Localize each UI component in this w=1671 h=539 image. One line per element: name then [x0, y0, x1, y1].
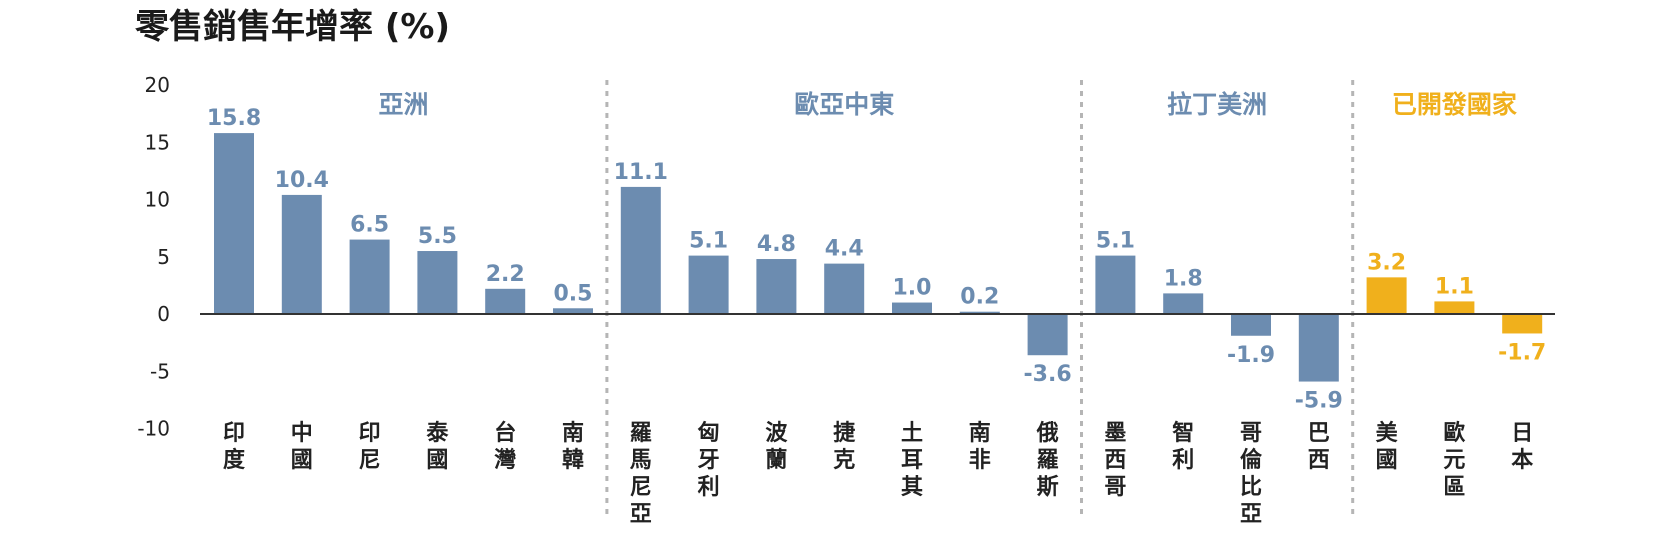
data-label: 11.1 — [614, 160, 668, 185]
bar — [1434, 301, 1475, 314]
category-label: 匈牙利 — [698, 421, 720, 500]
data-label: 6.5 — [350, 213, 389, 238]
category-label: 日本 — [1511, 421, 1533, 473]
category-label: 智利 — [1172, 420, 1194, 473]
bar — [485, 288, 526, 314]
category-label: 哥倫比亞 — [1240, 421, 1263, 527]
bar — [1163, 293, 1204, 314]
bar — [214, 133, 254, 314]
category-label: 墨西哥 — [1104, 421, 1126, 500]
y-tick-label: 20 — [145, 73, 170, 97]
group-label: 亞洲 — [378, 90, 428, 119]
value-labels: 15.8 10.4 6.5 5.5 2.2 0.5 11.1 5.1 4.8 4.4 1.0 0.2 -… — [207, 106, 1546, 413]
bar — [620, 186, 661, 314]
y-axis: 20 15 10 5 0 -5 -10 — [137, 73, 170, 441]
data-label: 1.1 — [1435, 274, 1474, 299]
y-tick-label: -5 — [150, 359, 170, 383]
category-label: 印尼 — [359, 421, 381, 473]
data-label: -3.6 — [1024, 362, 1072, 387]
category-label: 巴西 — [1308, 421, 1330, 473]
y-tick-label: 5 — [157, 245, 170, 269]
data-label: -1.9 — [1227, 343, 1275, 368]
bar — [892, 302, 932, 314]
chart-title: 零售銷售年增率 (%) — [135, 7, 450, 47]
group-label: 歐亞中東 — [794, 90, 894, 119]
bar — [553, 308, 593, 314]
bar — [281, 194, 322, 314]
category-label: 台灣 — [494, 420, 516, 473]
data-label: 5.1 — [1096, 229, 1135, 254]
category-label: 波蘭 — [765, 421, 788, 473]
category-label: 歐元區 — [1443, 420, 1465, 500]
bar — [1502, 314, 1543, 334]
category-label: 捷克 — [833, 421, 856, 473]
category-label: 美國 — [1376, 420, 1399, 473]
group-labels: 亞洲 歐亞中東 拉丁美洲 已開發國家 — [378, 90, 1516, 119]
group-dividers — [605, 80, 1355, 520]
y-tick-label: 15 — [145, 130, 170, 154]
category-label: 俄羅斯 — [1036, 421, 1059, 500]
data-label: 1.0 — [893, 276, 932, 301]
bar — [824, 263, 865, 314]
bars — [214, 133, 1543, 382]
data-label: 0.2 — [960, 285, 999, 310]
category-label: 印度 — [223, 421, 246, 473]
bar — [349, 239, 390, 314]
y-tick-label: 10 — [145, 188, 170, 212]
data-label: 0.5 — [554, 281, 593, 306]
data-label: -1.7 — [1498, 340, 1546, 365]
bar — [688, 255, 729, 314]
bar — [959, 311, 1000, 314]
category-label: 南韓 — [562, 421, 584, 473]
category-label: 中國 — [291, 421, 313, 473]
bar — [756, 259, 797, 314]
bar — [417, 251, 458, 314]
data-label: 1.8 — [1164, 266, 1203, 291]
bar — [1095, 255, 1136, 314]
data-label: -5.9 — [1295, 389, 1343, 414]
category-label: 羅馬尼亞 — [630, 421, 652, 527]
group-label: 拉丁美洲 — [1167, 90, 1267, 119]
y-tick-label: 0 — [157, 302, 170, 326]
data-label: 2.2 — [486, 262, 525, 287]
group-label: 已開發國家 — [1392, 90, 1517, 119]
data-label: 15.8 — [207, 106, 261, 131]
category-label: 南非 — [969, 421, 991, 473]
data-label: 5.1 — [689, 229, 728, 254]
data-label: 5.5 — [418, 224, 457, 249]
category-label: 泰國 — [425, 421, 449, 473]
data-label: 4.4 — [825, 237, 864, 262]
category-label: 土耳其 — [901, 421, 923, 500]
y-tick-label: -10 — [137, 417, 170, 441]
bar — [1366, 277, 1407, 314]
bar — [1298, 314, 1339, 382]
data-label: 4.8 — [757, 232, 796, 257]
bar — [1231, 314, 1271, 336]
data-label: 10.4 — [275, 168, 329, 193]
data-label: 3.2 — [1367, 250, 1406, 275]
bar — [1027, 314, 1068, 356]
